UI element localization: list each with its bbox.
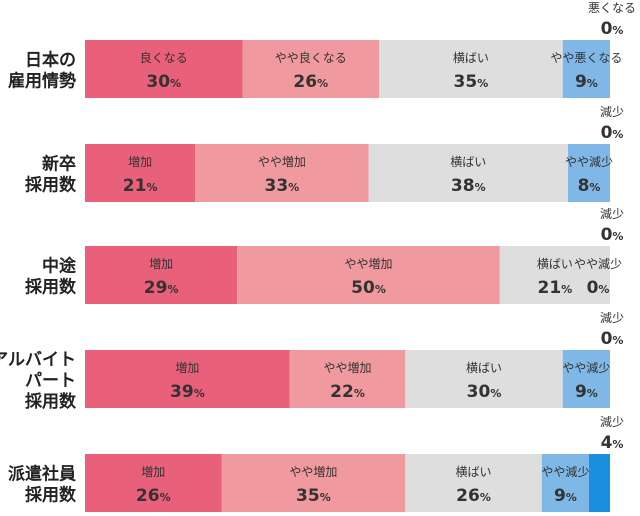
row-2-segment-2-value: 21% (538, 278, 573, 298)
row-1-segment-4-value: 0% (601, 123, 624, 143)
row-3-segment-3-value: 9% (575, 382, 598, 402)
row-4-segment-2-value: 26% (456, 486, 491, 506)
row-4-segment-0-value: 26% (136, 486, 171, 506)
row-3-segment-0-name: 増加 (175, 361, 199, 375)
row-label-2-line-0: 中途 (42, 256, 77, 277)
row-4-segment-4-bar (589, 454, 610, 512)
row-4-segment-1-value: 35% (296, 486, 331, 506)
row-1-segment-0-bar (85, 144, 196, 202)
row-1-segment-1-value: 33% (265, 176, 300, 196)
row-0-segment-2-bar (379, 40, 563, 98)
row-2-segment-4-name: 減少 (600, 206, 624, 221)
row-label-0-line-0: 日本の (25, 50, 76, 71)
row-0-segment-1-name: やや良くなる (275, 50, 347, 65)
row-3-segment-1-value: 22% (330, 382, 365, 402)
row-2-segment-2-bar (499, 246, 610, 304)
row-4-segment-2-name: 横ばい (455, 465, 491, 479)
row-2-segment-1-name: やや増加 (344, 257, 392, 271)
row-1-segment-3-bar (568, 144, 610, 202)
row-3-segment-2-name: 横ばい (466, 361, 502, 375)
row-0-segment-4-name: 悪くなる (588, 1, 636, 15)
row-2-segment-3-value: 0% (587, 278, 610, 298)
row-1-segment-3-name: やや減少 (565, 154, 613, 169)
row-1-segment-1-bar (195, 144, 369, 202)
row-3-segment-1-name: やや増加 (323, 361, 371, 375)
row-3-segment-4-value: 0% (601, 329, 624, 349)
row-0-segment-3-bar (562, 40, 610, 98)
row-1-segment-2-name: 横ばい (450, 155, 486, 169)
row-label-4-line-0: 派遣社員 (8, 464, 76, 485)
row-2-segment-4-value: 0% (601, 225, 624, 245)
row-2-segment-0-name: 増加 (149, 257, 173, 271)
row-2-segment-1-value: 50% (351, 278, 386, 298)
row-0-segment-1-value: 26% (293, 72, 328, 92)
row-1-segment-3-value: 8% (578, 176, 601, 196)
row-0-segment-0-bar (85, 40, 243, 98)
row-4-segment-3-name: やや減少 (541, 464, 589, 479)
row-3-segment-1-bar (289, 350, 406, 408)
row-1-segment-2-bar (368, 144, 568, 202)
row-label-0-line-1: 雇用情勢 (8, 71, 76, 92)
row-label-4-line-1: 採用数 (25, 485, 77, 506)
row-0-segment-3-value: 9% (575, 72, 598, 92)
row-3-segment-3-name: やや減少 (562, 360, 610, 375)
row-4-segment-3-value: 9% (554, 486, 577, 506)
row-4-segment-4-value: 4% (601, 433, 624, 453)
row-4-segment-4-name: 減少 (600, 414, 624, 429)
row-0-segment-2-value: 35% (454, 72, 489, 92)
row-4-segment-1-name: やや増加 (289, 465, 337, 479)
row-label-1-line-0: 新卒 (42, 154, 76, 175)
row-3-segment-0-bar (85, 350, 290, 408)
row-1-segment-0-value: 21% (123, 176, 158, 196)
row-2-segment-0-value: 29% (144, 278, 179, 298)
row-4-segment-2-bar (405, 454, 542, 512)
row-3-segment-0-value: 39% (170, 382, 205, 402)
row-3-segment-2-value: 30% (467, 382, 502, 402)
row-2-segment-3-name: やや減少 (574, 256, 622, 271)
row-1-segment-0-name: 増加 (128, 155, 152, 169)
row-label-3-line-2: 採用数 (25, 391, 77, 412)
row-3-segment-3-bar (562, 350, 610, 408)
row-3-segment-2-bar (405, 350, 563, 408)
row-2-segment-1-bar (237, 246, 500, 304)
row-4-segment-0-name: 増加 (141, 465, 165, 479)
row-0-segment-3-name: やや悪くなる (550, 51, 622, 65)
row-2-segment-2-name: 横ばい (537, 257, 573, 271)
row-label-3-line-0: アルバイト (0, 350, 76, 370)
row-0-segment-0-value: 30% (146, 72, 181, 92)
row-1-segment-2-value: 38% (451, 176, 486, 196)
row-4-segment-1-bar (221, 454, 406, 512)
row-1-segment-4-name: 減少 (600, 104, 624, 119)
row-4-segment-3-bar (541, 454, 589, 512)
row-0-segment-4-value: 0% (601, 19, 624, 39)
row-label-3-line-1: パート (25, 371, 76, 391)
row-1-segment-1-name: やや増加 (258, 155, 306, 169)
row-0-segment-0-name: 良くなる (140, 50, 188, 65)
row-2-segment-0-bar (85, 246, 238, 304)
row-label-1-line-1: 採用数 (25, 175, 77, 196)
row-0-segment-1-bar (242, 40, 379, 98)
row-4-segment-0-bar (85, 454, 222, 512)
row-0-segment-2-name: 横ばい (453, 51, 489, 65)
row-label-2-line-1: 採用数 (25, 277, 77, 298)
row-3-segment-4-name: 減少 (600, 310, 624, 325)
